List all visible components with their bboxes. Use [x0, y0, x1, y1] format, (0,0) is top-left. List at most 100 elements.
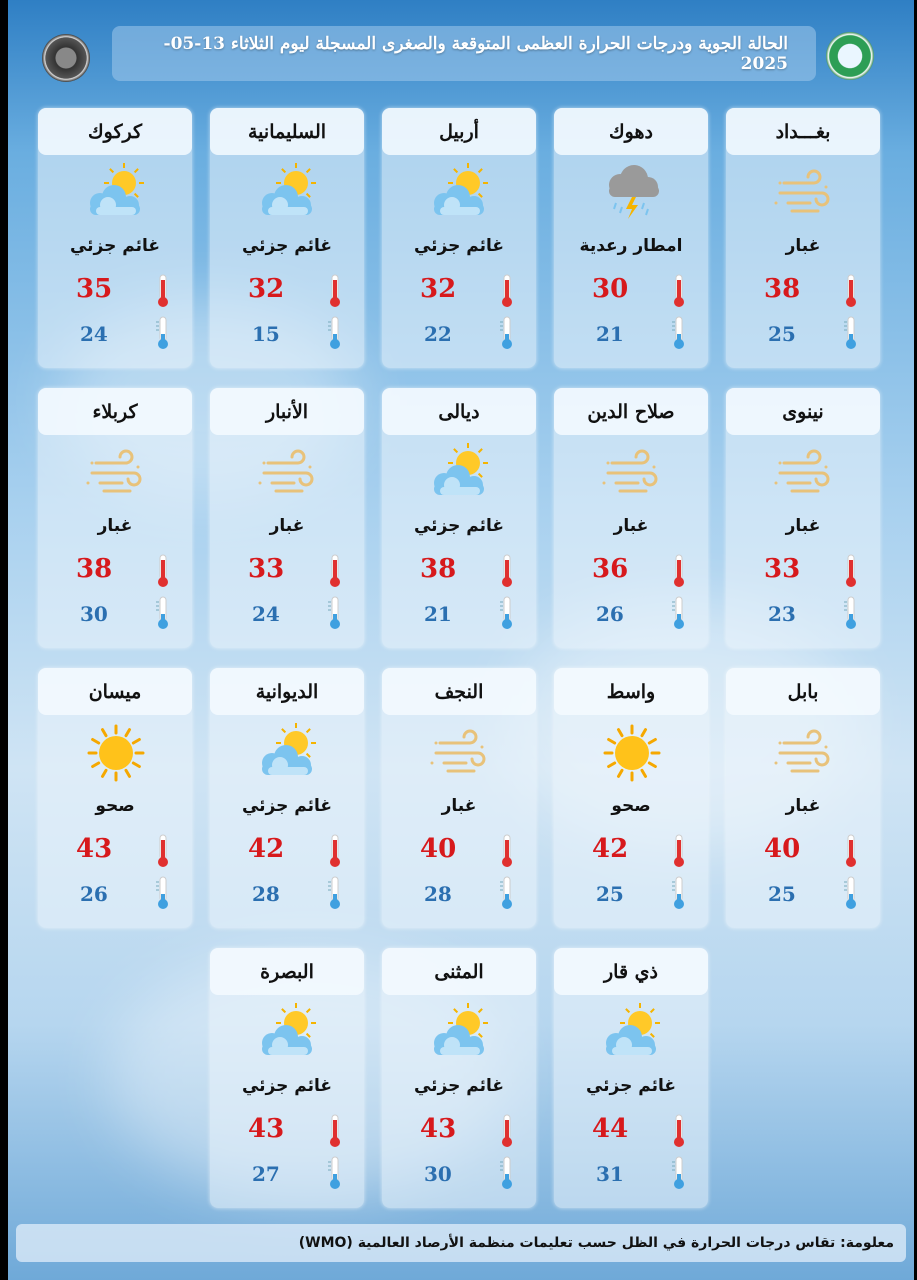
ministry-logo: [826, 32, 874, 80]
city-name: أربيل: [382, 108, 536, 155]
weather-condition: غائم جزئي: [413, 516, 505, 536]
thermometer-cold-icon: [672, 1156, 686, 1190]
max-temperature: 32: [420, 274, 457, 304]
city-card: كركوك غائم جزئي 35 24: [38, 108, 192, 368]
min-temperature: 27: [252, 1162, 280, 1186]
weather-condition: صحو: [611, 796, 651, 816]
partly-cloudy-icon: [426, 443, 494, 503]
weather-condition: غبار: [785, 796, 821, 816]
min-temperature: 26: [596, 602, 624, 626]
partly-cloudy-icon: [254, 723, 322, 783]
thunderstorm-icon: [598, 163, 666, 223]
min-temperature: 24: [252, 602, 280, 626]
dust-icon: [598, 443, 666, 503]
thermometer-cold-icon: [328, 596, 342, 630]
weather-condition: غبار: [785, 516, 821, 536]
max-temperature: 38: [764, 274, 801, 304]
max-temperature: 36: [592, 554, 629, 584]
weather-condition: غبار: [97, 516, 133, 536]
city-name: بغـــداد: [726, 108, 880, 155]
weather-condition: غائم جزئي: [413, 1076, 505, 1096]
city-name: ميسان: [38, 668, 192, 715]
min-temperature: 23: [768, 602, 796, 626]
thermometer-hot-icon: [500, 274, 514, 308]
thermometer-hot-icon: [500, 834, 514, 868]
city-name: النجف: [382, 668, 536, 715]
thermometer-hot-icon: [844, 834, 858, 868]
thermometer-hot-icon: [500, 1114, 514, 1148]
city-card: ديالى غائم جزئي 38 21: [382, 388, 536, 648]
dust-icon: [770, 723, 838, 783]
city-card: النجف غبار 40 28: [382, 668, 536, 928]
thermometer-cold-icon: [328, 876, 342, 910]
weather-condition: صحو: [95, 796, 135, 816]
meteorology-logo: [42, 34, 90, 82]
min-temperature: 22: [424, 322, 452, 346]
max-temperature: 43: [420, 1114, 457, 1144]
city-card: البصرة غائم جزئي 43 27: [210, 948, 364, 1208]
thermometer-hot-icon: [328, 554, 342, 588]
city-name: الديوانية: [210, 668, 364, 715]
max-temperature: 32: [248, 274, 285, 304]
partly-cloudy-icon: [82, 163, 150, 223]
weather-condition: غبار: [269, 516, 305, 536]
city-card: السليمانية غائم جزئي 32 15: [210, 108, 364, 368]
city-card: بابل غبار 40 25: [726, 668, 880, 928]
city-card: صلاح الدين غبار 36 26: [554, 388, 708, 648]
city-name: بابل: [726, 668, 880, 715]
max-temperature: 42: [592, 834, 629, 864]
city-name: صلاح الدين: [554, 388, 708, 435]
thermometer-hot-icon: [672, 834, 686, 868]
city-name: المثنى: [382, 948, 536, 995]
min-temperature: 25: [768, 322, 796, 346]
city-name: البصرة: [210, 948, 364, 995]
partly-cloudy-icon: [254, 1003, 322, 1063]
max-temperature: 40: [420, 834, 457, 864]
dust-icon: [770, 163, 838, 223]
thermometer-hot-icon: [156, 554, 170, 588]
city-grid: بغـــداد غبار 38 25 دهوك امطار رعدية 30 …: [38, 108, 880, 1208]
thermometer-hot-icon: [844, 554, 858, 588]
thermometer-hot-icon: [328, 1114, 342, 1148]
city-name: دهوك: [554, 108, 708, 155]
thermometer-cold-icon: [672, 316, 686, 350]
footer-text: معلومة: تقاس درجات الحرارة في الظل حسب ت…: [298, 1235, 894, 1251]
footer-note: معلومة: تقاس درجات الحرارة في الظل حسب ت…: [16, 1224, 906, 1262]
max-temperature: 38: [76, 554, 113, 584]
city-card: كربلاء غبار 38 30: [38, 388, 192, 648]
thermometer-cold-icon: [844, 876, 858, 910]
thermometer-hot-icon: [500, 554, 514, 588]
partly-cloudy-icon: [254, 163, 322, 223]
min-temperature: 30: [424, 1162, 452, 1186]
city-name: ديالى: [382, 388, 536, 435]
min-temperature: 24: [80, 322, 108, 346]
thermometer-hot-icon: [328, 834, 342, 868]
thermometer-hot-icon: [156, 274, 170, 308]
weather-condition: غائم جزئي: [241, 796, 333, 816]
thermometer-cold-icon: [672, 596, 686, 630]
weather-condition: امطار رعدية: [579, 236, 683, 256]
dust-icon: [82, 443, 150, 503]
max-temperature: 42: [248, 834, 285, 864]
dust-icon: [426, 723, 494, 783]
max-temperature: 33: [764, 554, 801, 584]
min-temperature: 31: [596, 1162, 624, 1186]
city-card: ذي قار غائم جزئي 44 31: [554, 948, 708, 1208]
thermometer-hot-icon: [844, 274, 858, 308]
partly-cloudy-icon: [426, 1003, 494, 1063]
thermometer-hot-icon: [672, 274, 686, 308]
max-temperature: 43: [76, 834, 113, 864]
max-temperature: 44: [592, 1114, 629, 1144]
thermometer-cold-icon: [500, 596, 514, 630]
weather-condition: غائم جزئي: [241, 1076, 333, 1096]
thermometer-cold-icon: [844, 596, 858, 630]
min-temperature: 28: [252, 882, 280, 906]
title-bar: الحالة الجوية ودرجات الحرارة العظمى المت…: [112, 26, 816, 81]
thermometer-cold-icon: [156, 596, 170, 630]
city-name: ذي قار: [554, 948, 708, 995]
city-card: واسط صحو 42 25: [554, 668, 708, 928]
min-temperature: 28: [424, 882, 452, 906]
city-card: الأنبار غبار 33 24: [210, 388, 364, 648]
thermometer-cold-icon: [500, 316, 514, 350]
thermometer-cold-icon: [672, 876, 686, 910]
